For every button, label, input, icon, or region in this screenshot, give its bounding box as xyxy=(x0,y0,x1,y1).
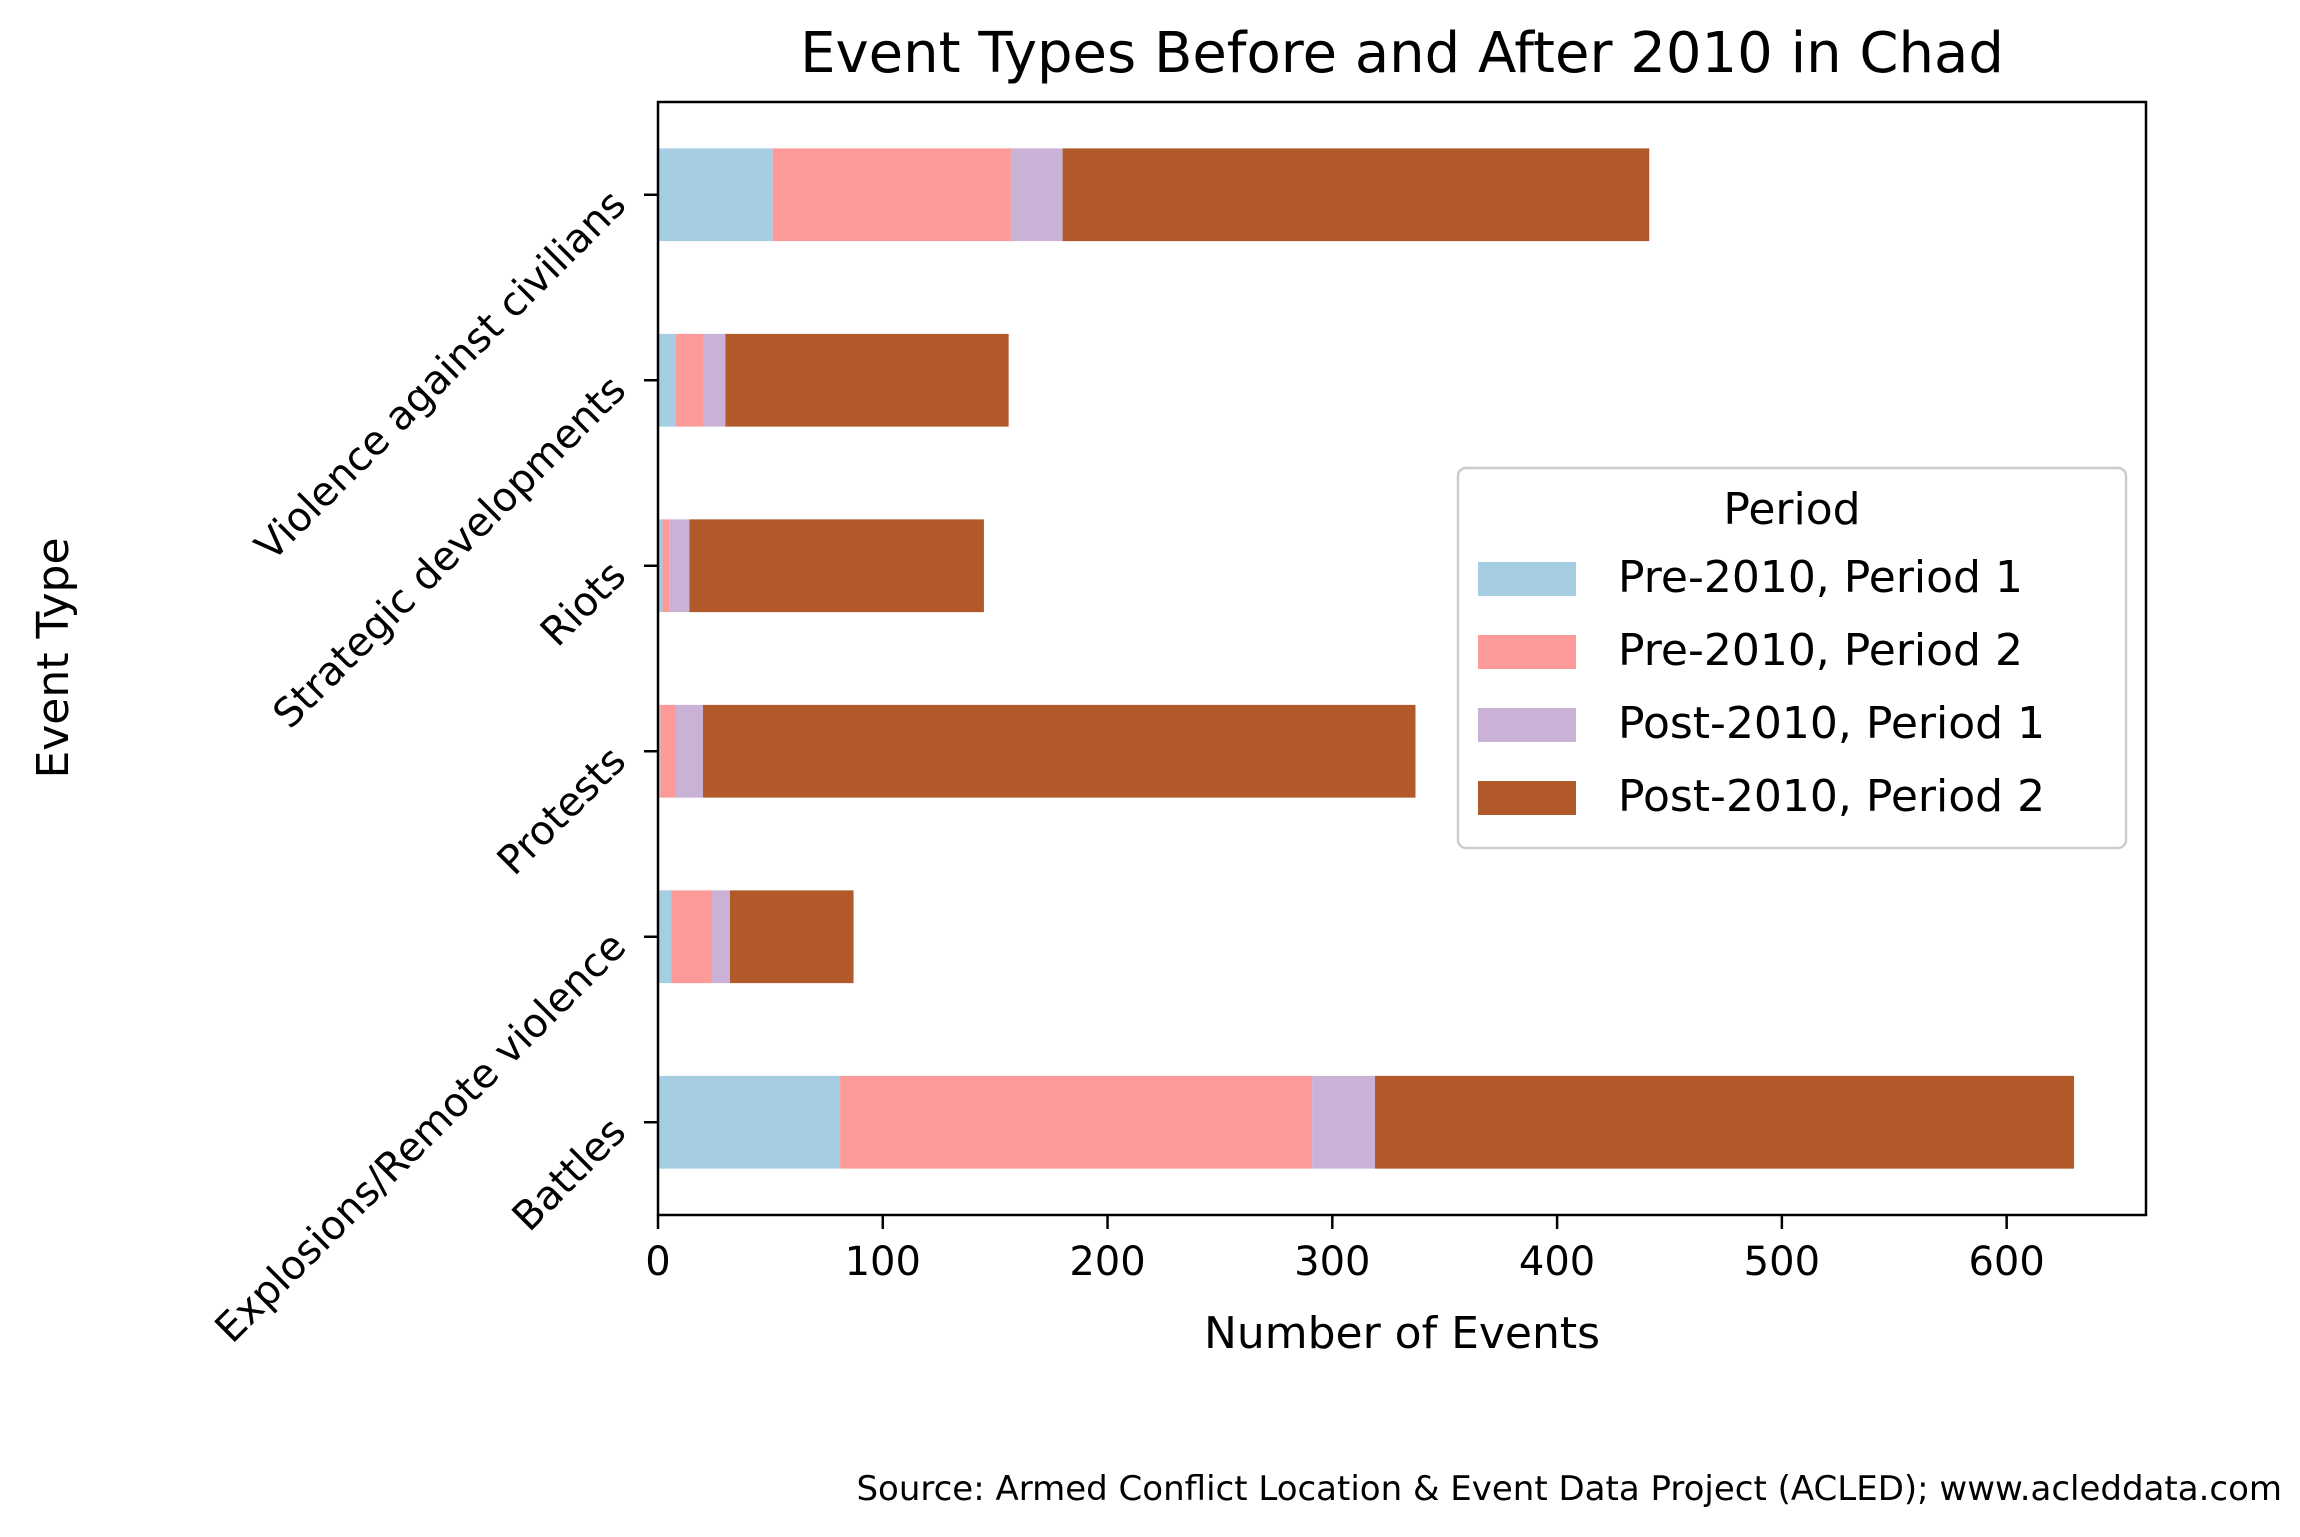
bar-violence-against-civilians-pre-2010-period-1 xyxy=(658,148,773,242)
bar-protests-pre-2010-period-2 xyxy=(660,704,676,798)
bar-explosions-remote-violence-pre-2010-period-2 xyxy=(671,890,712,984)
bar-strategic-developments-pre-2010-period-2 xyxy=(675,333,703,427)
x-tick-label: 100 xyxy=(845,1239,921,1285)
bar-violence-against-civilians-post-2010-period-2 xyxy=(1062,148,1650,242)
legend-label-post-2010-period-1: Post-2010, Period 1 xyxy=(1618,698,2045,749)
y-tick-label-explosions-remote-violence: Explosions/Remote violence xyxy=(207,923,636,1352)
bar-riots-post-2010-period-1 xyxy=(669,519,690,613)
legend-swatch-post-2010-period-1 xyxy=(1478,708,1576,742)
bar-explosions-remote-violence-post-2010-period-2 xyxy=(729,890,854,984)
y-tick-label-riots: Riots xyxy=(532,552,635,655)
x-tick-label: 200 xyxy=(1069,1239,1145,1285)
x-tick-label: 400 xyxy=(1519,1239,1595,1285)
bar-violence-against-civilians-pre-2010-period-2 xyxy=(772,148,1011,242)
legend-label-pre-2010-period-1: Pre-2010, Period 1 xyxy=(1618,552,2023,603)
bar-riots-pre-2010-period-2 xyxy=(662,519,670,613)
x-axis-label: Number of Events xyxy=(1204,1308,1600,1359)
bars-group xyxy=(658,148,2075,1169)
bar-strategic-developments-pre-2010-period-1 xyxy=(658,333,676,427)
legend-title: Period xyxy=(1723,484,1860,535)
legend: Period Pre-2010, Period 1 Pre-2010, Period… xyxy=(1456,466,2128,850)
bar-explosions-remote-violence-pre-2010-period-1 xyxy=(658,890,672,984)
y-tick-label-protests: Protests xyxy=(489,738,635,884)
y-tick-label-strategic-developments: Strategic developments xyxy=(264,367,635,738)
legend-swatch-pre-2010-period-2 xyxy=(1478,635,1576,669)
bar-violence-against-civilians-post-2010-period-1 xyxy=(1010,148,1063,242)
chart-title: Event Types Before and After 2010 in Cha… xyxy=(800,21,2004,86)
x-tick-label: 300 xyxy=(1294,1239,1370,1285)
bar-protests-post-2010-period-2 xyxy=(702,704,1416,798)
bar-battles-post-2010-period-1 xyxy=(1312,1075,1376,1169)
y-tick-label-battles: Battles xyxy=(504,1109,635,1240)
bar-battles-post-2010-period-2 xyxy=(1375,1075,2075,1169)
legend-swatch-pre-2010-period-1 xyxy=(1478,562,1576,596)
legend-box xyxy=(1456,466,2128,850)
x-tick-label: 500 xyxy=(1744,1239,1820,1285)
x-axis-ticks: 0 100 200 300 400 500 600 xyxy=(645,1215,2045,1285)
bar-strategic-developments-post-2010-period-1 xyxy=(702,333,726,427)
plot-area-frame xyxy=(656,100,2148,1217)
legend-label-post-2010-period-2: Post-2010, Period 2 xyxy=(1618,771,2045,822)
y-tick-label-violence-against-civilians: Violence against civilians xyxy=(247,181,635,569)
bar-battles-pre-2010-period-2 xyxy=(840,1075,1313,1169)
x-tick-label: 0 xyxy=(645,1239,670,1285)
bar-battles-pre-2010-period-1 xyxy=(658,1075,841,1169)
bar-riots-post-2010-period-2 xyxy=(689,519,984,613)
source-note: Source: Armed Conflict Location & Event … xyxy=(856,1469,2282,1509)
bar-strategic-developments-post-2010-period-2 xyxy=(725,333,1009,427)
bar-protests-post-2010-period-1 xyxy=(675,704,703,798)
legend-swatch-post-2010-period-2 xyxy=(1478,781,1576,815)
legend-label-pre-2010-period-2: Pre-2010, Period 2 xyxy=(1618,625,2023,676)
bar-riots-pre-2010-period-1 xyxy=(658,519,663,613)
bar-explosions-remote-violence-post-2010-period-1 xyxy=(711,890,730,984)
x-tick-label: 600 xyxy=(1968,1239,2044,1285)
y-axis-label: Event Type xyxy=(28,537,79,778)
